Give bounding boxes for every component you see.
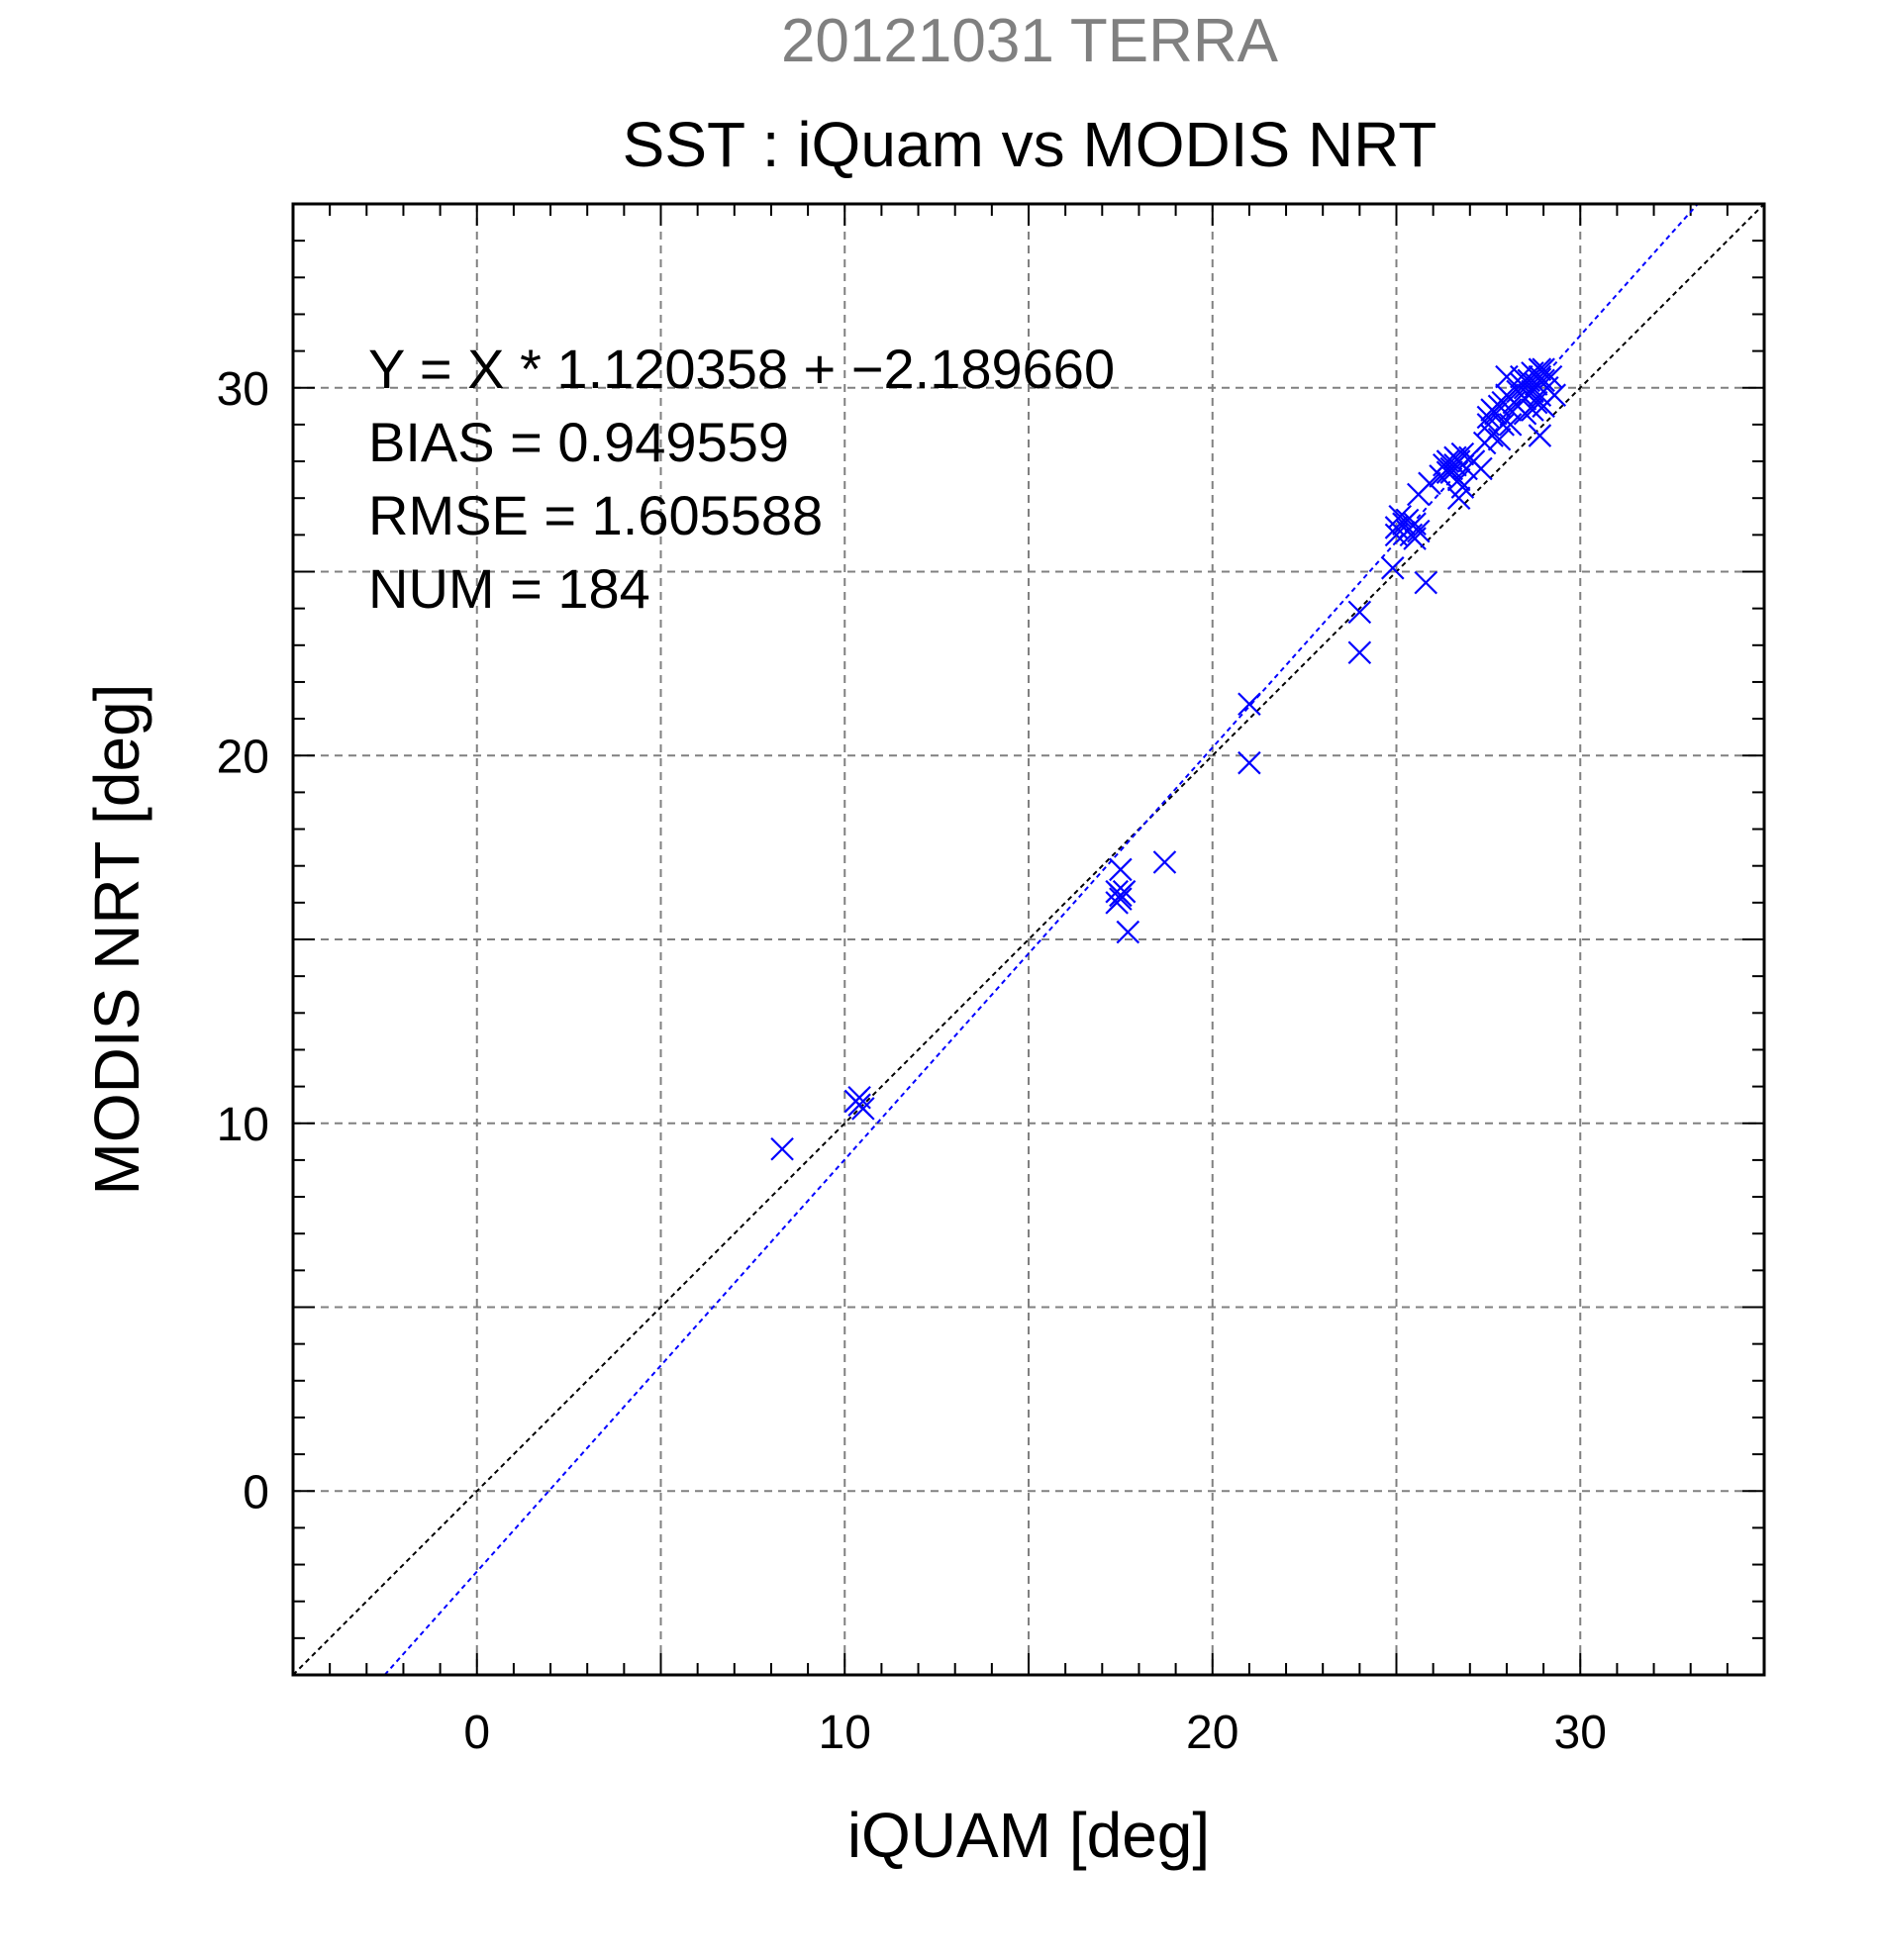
- marker-stroke: [1407, 519, 1431, 543]
- marker-stroke: [1521, 398, 1544, 422]
- marker-stroke: [1487, 427, 1512, 451]
- marker-stroke: [1528, 424, 1552, 447]
- bias-value: BIAS = 0.949559: [368, 411, 789, 473]
- data-point-marker: [1487, 427, 1512, 451]
- data-point-marker: [770, 1136, 794, 1161]
- y-tick-label: 20: [217, 731, 269, 783]
- x-tick-label: 0: [463, 1707, 490, 1759]
- marker-stroke: [1395, 508, 1420, 533]
- marker-stroke: [847, 1085, 871, 1110]
- marker-stroke: [1436, 449, 1460, 473]
- x-axis-label: iQUAM [deg]: [847, 1800, 1210, 1871]
- marker-stroke: [1491, 413, 1516, 437]
- chart-title: SST : iQuam vs MODIS NRT: [623, 109, 1437, 180]
- y-tick-label: 0: [243, 1466, 269, 1519]
- marker-stroke: [1450, 441, 1475, 466]
- rmse-value: RMSE = 1.605588: [368, 484, 823, 546]
- data-point-marker: [1532, 357, 1555, 381]
- marker-stroke: [1109, 857, 1133, 882]
- stats-annotation: Y = X * 1.120358 + −2.189660 BIAS = 0.94…: [368, 338, 1115, 620]
- marker-stroke: [1469, 456, 1493, 481]
- marker-stroke: [1498, 413, 1523, 437]
- marker-stroke: [1418, 471, 1441, 496]
- data-point-marker: [1542, 383, 1567, 407]
- data-point-marker: [1109, 857, 1133, 882]
- data-point-marker: [1407, 519, 1431, 543]
- marker-stroke: [1112, 879, 1137, 904]
- data-points: [770, 357, 1567, 1161]
- plot-frame: [291, 202, 1766, 1677]
- data-point-marker: [1528, 424, 1552, 447]
- data-point-marker: [1238, 692, 1261, 717]
- data-point-marker: [1446, 486, 1471, 510]
- data-point-marker: [1418, 471, 1441, 496]
- data-point-marker: [1450, 441, 1475, 466]
- chart-subtitle: 20121031 TERRA: [781, 7, 1279, 75]
- marker-stroke: [1105, 891, 1129, 915]
- marker-stroke: [1347, 640, 1372, 665]
- data-point-marker: [1152, 850, 1177, 874]
- marker-stroke: [1152, 850, 1177, 874]
- marker-stroke: [1388, 504, 1412, 529]
- marker-stroke: [1238, 692, 1261, 717]
- data-point-marker: [1521, 398, 1544, 422]
- data-point-marker: [1395, 519, 1420, 543]
- data-point-marker: [1116, 920, 1140, 944]
- marker-stroke: [1524, 372, 1548, 396]
- x-tick-labels: 0 10 20 30: [463, 1707, 1607, 1759]
- y-tick-labels: 0 10 20 30: [217, 363, 269, 1519]
- marker-stroke: [1446, 467, 1471, 492]
- data-point-marker: [1498, 413, 1523, 437]
- marker-stroke: [1414, 570, 1437, 595]
- x-tick-label: 10: [819, 1707, 871, 1759]
- data-point-marker: [1414, 570, 1437, 595]
- marker-stroke: [851, 1097, 875, 1121]
- num-value: NUM = 184: [368, 557, 650, 620]
- marker-stroke: [1542, 383, 1567, 407]
- fit-equation: Y = X * 1.120358 + −2.189660: [368, 338, 1115, 400]
- marker-stroke: [1532, 357, 1555, 381]
- marker-stroke: [1532, 368, 1555, 393]
- data-point-marker: [1388, 504, 1412, 529]
- data-point-marker: [1436, 460, 1460, 484]
- y-tick-label: 30: [217, 363, 269, 416]
- marker-stroke: [1446, 486, 1471, 510]
- marker-stroke: [1524, 390, 1548, 415]
- marker-stroke: [1395, 519, 1420, 543]
- grid-lines: [293, 204, 1764, 1675]
- marker-stroke: [1436, 460, 1460, 484]
- y-tick-label: 10: [217, 1099, 269, 1151]
- x-tick-label: 30: [1554, 1707, 1607, 1759]
- marker-stroke: [770, 1136, 794, 1161]
- marker-stroke: [1528, 357, 1552, 381]
- data-point-marker: [1532, 368, 1555, 393]
- marker-stroke: [1238, 750, 1261, 775]
- marker-stroke: [1347, 600, 1372, 625]
- x-tick-label: 20: [1186, 1707, 1238, 1759]
- data-point-marker: [1347, 600, 1372, 625]
- data-point-marker: [1446, 467, 1471, 492]
- data-point-marker: [1347, 640, 1372, 665]
- data-point-marker: [1238, 750, 1261, 775]
- data-point-marker: [847, 1085, 871, 1110]
- data-point-marker: [1491, 413, 1516, 437]
- data-point-marker: [1524, 390, 1548, 415]
- data-point-marker: [1112, 879, 1137, 904]
- data-point-marker: [1105, 891, 1129, 915]
- data-point-marker: [1381, 556, 1405, 580]
- marker-stroke: [1381, 556, 1405, 580]
- data-point-marker: [1469, 456, 1493, 481]
- y-axis-label: MODIS NRT [deg]: [81, 684, 152, 1196]
- marker-stroke: [1116, 920, 1140, 944]
